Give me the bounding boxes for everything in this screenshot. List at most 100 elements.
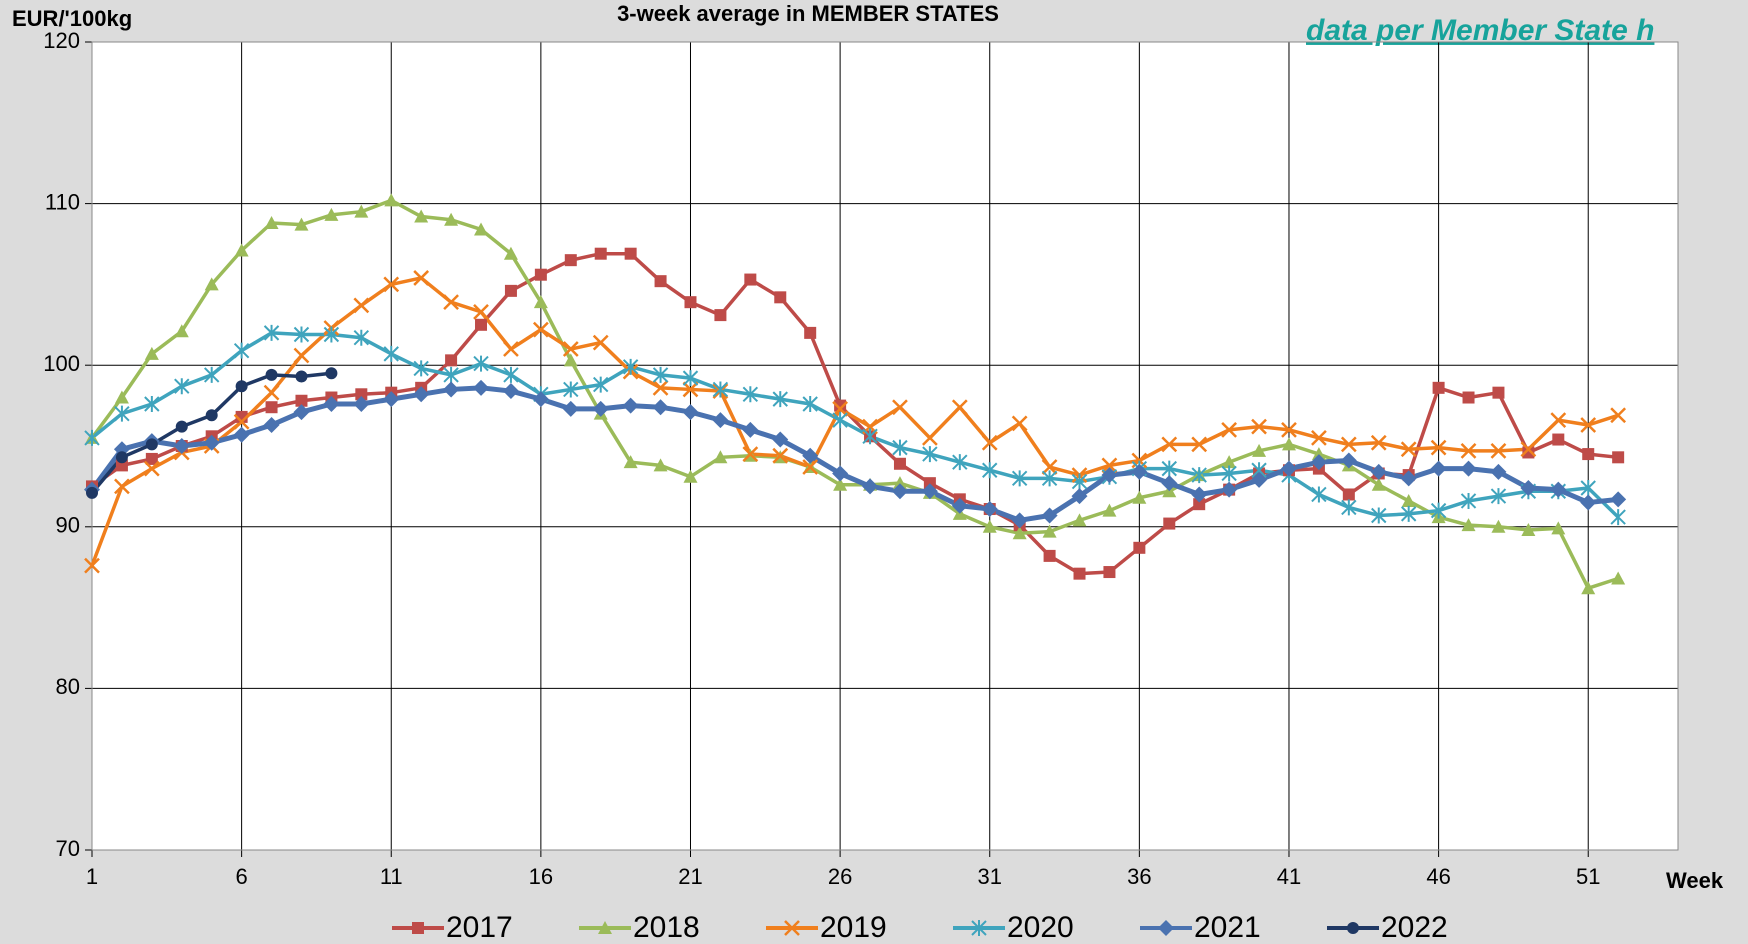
- marker: [802, 459, 819, 475]
- marker: [652, 379, 669, 396]
- marker: [1371, 507, 1387, 524]
- marker: [203, 434, 220, 451]
- marker: [414, 209, 429, 223]
- marker: [1191, 467, 1207, 484]
- legend-label: 2021: [1194, 911, 1261, 944]
- marker: [744, 273, 757, 286]
- link[interactable]: data per Member State h: [1306, 14, 1654, 47]
- marker: [1342, 488, 1355, 501]
- marker: [982, 462, 998, 479]
- marker: [1370, 463, 1387, 480]
- marker: [114, 478, 130, 495]
- y-tick-label: 110: [45, 189, 80, 214]
- marker: [264, 215, 279, 229]
- marker: [1550, 481, 1567, 498]
- marker: [1280, 460, 1297, 477]
- marker: [1582, 448, 1595, 461]
- marker: [1401, 493, 1416, 507]
- marker: [1131, 463, 1148, 480]
- marker: [263, 324, 280, 341]
- marker: [1072, 513, 1087, 527]
- marker: [534, 268, 547, 281]
- marker: [712, 412, 729, 429]
- marker: [982, 519, 997, 533]
- marker: [233, 413, 250, 430]
- marker: [474, 222, 489, 236]
- marker: [1251, 471, 1268, 488]
- marker: [652, 399, 669, 416]
- marker: [564, 254, 577, 267]
- marker: [742, 421, 759, 438]
- marker: [504, 284, 517, 297]
- marker: [772, 391, 788, 408]
- marker: [832, 465, 849, 482]
- marker: [412, 922, 424, 934]
- marker: [1011, 512, 1028, 529]
- marker: [622, 397, 639, 414]
- series-line: [90, 251, 1619, 576]
- marker: [1610, 491, 1627, 508]
- marker: [1521, 523, 1536, 537]
- marker: [323, 395, 340, 412]
- marker: [325, 367, 338, 380]
- marker: [1191, 486, 1208, 503]
- marker: [1222, 455, 1237, 469]
- marker: [624, 247, 637, 260]
- marker: [1580, 480, 1596, 497]
- marker: [892, 399, 908, 416]
- marker: [653, 458, 668, 472]
- marker: [324, 207, 339, 221]
- marker: [1490, 488, 1507, 505]
- marker: [355, 388, 368, 401]
- marker: [714, 309, 727, 322]
- marker: [1041, 507, 1058, 524]
- marker: [413, 360, 429, 377]
- marker: [712, 381, 729, 398]
- marker: [145, 438, 158, 451]
- marker: [1460, 442, 1477, 459]
- marker: [383, 391, 400, 408]
- marker: [1400, 441, 1417, 458]
- series-line: [90, 276, 1619, 567]
- marker: [1610, 407, 1627, 424]
- marker: [682, 404, 699, 421]
- marker: [1611, 571, 1626, 585]
- marker: [114, 390, 129, 404]
- marker: [235, 380, 248, 393]
- x-tick-label: 21: [678, 864, 702, 889]
- marker: [1490, 442, 1507, 459]
- marker: [413, 270, 430, 286]
- marker: [475, 318, 488, 331]
- marker: [1430, 460, 1447, 477]
- marker: [1310, 454, 1327, 471]
- marker: [1462, 391, 1475, 404]
- marker: [1460, 460, 1477, 477]
- legend-label: 2022: [1381, 911, 1448, 944]
- marker: [1432, 381, 1445, 394]
- marker: [1191, 436, 1208, 453]
- marker: [1370, 434, 1387, 451]
- marker: [774, 291, 787, 304]
- marker: [1340, 436, 1357, 453]
- marker: [1161, 460, 1177, 477]
- marker: [1400, 470, 1417, 487]
- x-tick-label: 1: [86, 864, 98, 889]
- marker: [473, 355, 489, 372]
- marker: [1158, 920, 1174, 936]
- marker: [1132, 490, 1147, 504]
- marker: [833, 477, 848, 491]
- marker: [443, 366, 459, 383]
- marker: [563, 353, 578, 367]
- marker: [1043, 549, 1056, 562]
- marker: [1430, 439, 1447, 456]
- marker: [354, 204, 369, 218]
- marker: [1461, 518, 1476, 532]
- marker: [353, 297, 370, 314]
- marker: [562, 400, 579, 417]
- series-line: [89, 385, 1619, 523]
- legend-label: 2019: [820, 911, 887, 944]
- marker: [891, 483, 908, 500]
- marker: [713, 450, 728, 464]
- x-tick-label: 26: [828, 864, 852, 889]
